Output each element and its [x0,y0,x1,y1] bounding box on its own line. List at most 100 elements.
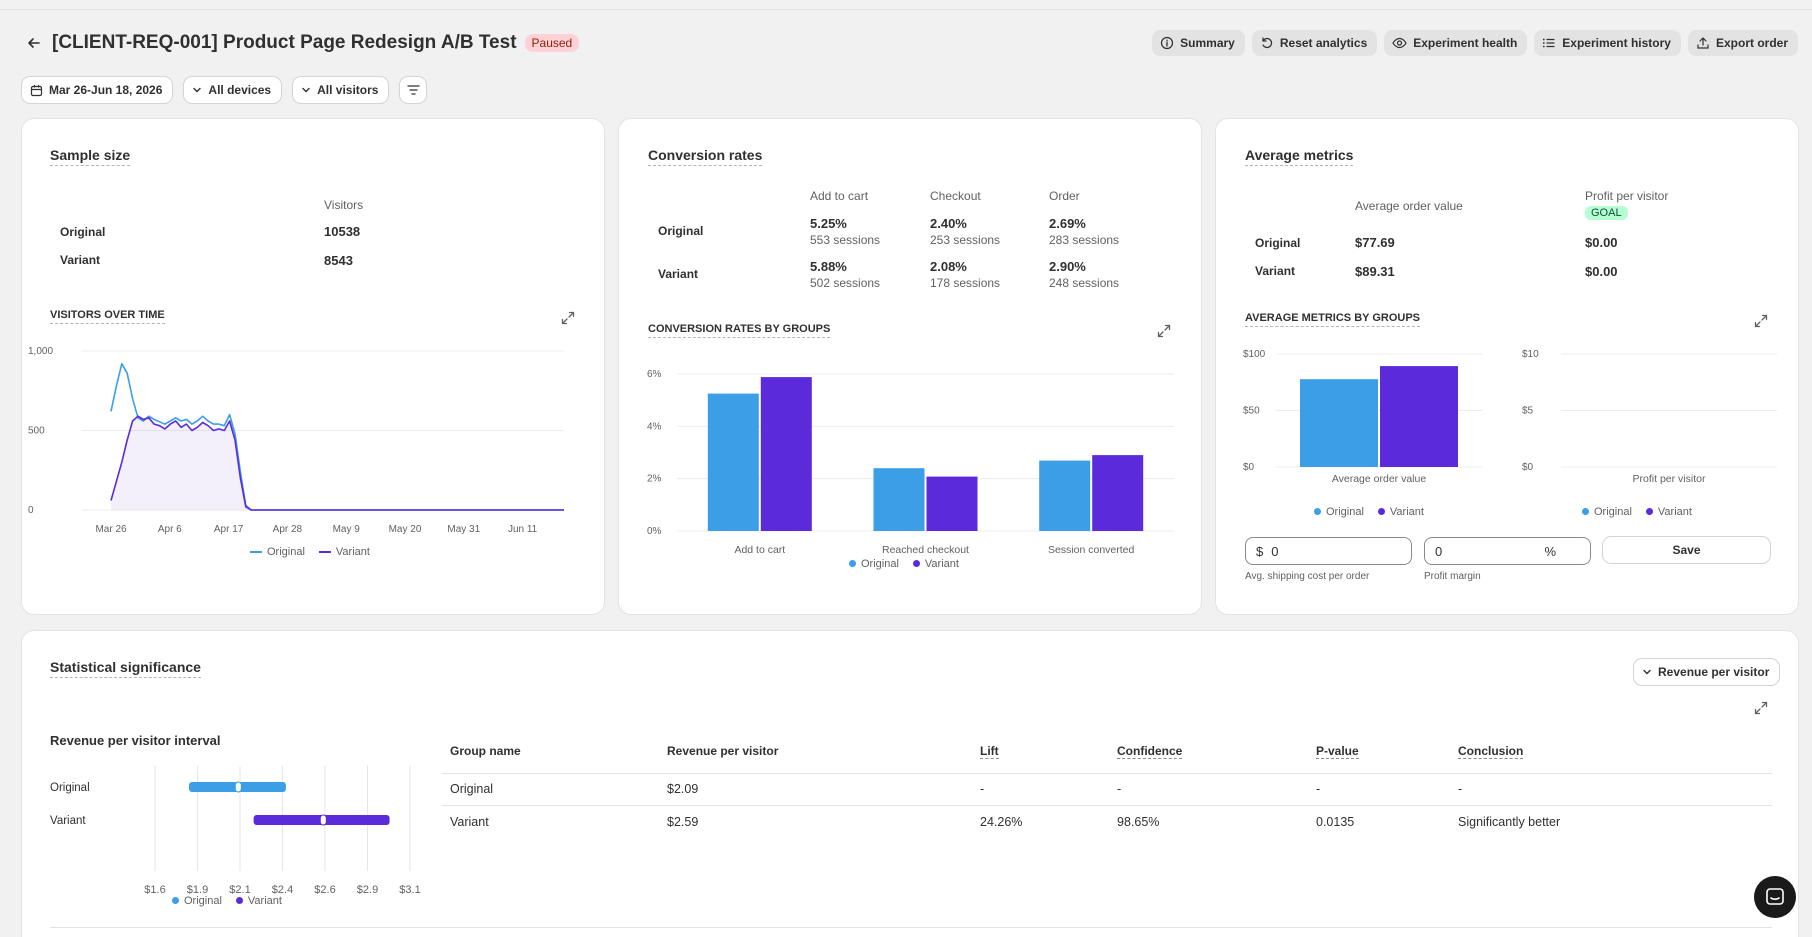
chat-icon [1766,888,1784,905]
x-tick-label: $1.9 [187,884,208,896]
bar-original [1039,460,1091,531]
reset-analytics-button[interactable]: Reset analytics [1251,30,1378,56]
x-tick-label: Mar 26 [95,524,127,535]
experiment-health-button[interactable]: Experiment health [1384,30,1528,56]
legend-variant: Variant [1377,506,1424,518]
avg-original-ppv: $0.00 [1585,235,1618,250]
filter-bar: Mar 26-Jun 18, 2026 All devices All visi… [22,77,427,103]
y-tick-label: 2% [647,474,662,485]
y-tick-label: 0% [647,526,662,537]
metric-dropdown[interactable]: Revenue per visitor [1634,659,1780,685]
list-icon [1543,38,1555,48]
avg-legend-2: Original Variant [1582,506,1692,518]
calendar-icon [30,84,43,96]
interval-mean-marker [234,781,242,793]
y-tick-label: 0 [28,505,34,516]
conversion-bar-chart: 6% 4% 2% 0% Add to cart Reached checkout Sessi… [647,369,1174,556]
y-tick-label: $5 [1522,406,1534,417]
expand-icon[interactable] [1753,700,1769,716]
col-revenue-per-visitor: Revenue per visitor [667,744,779,758]
bar-original [707,393,759,531]
info-icon [1161,36,1174,50]
sample-row-variant-label: Variant [60,253,101,267]
average-order-value-chart: $100 $50 $0 Average order value [1243,349,1482,484]
avg-variant-ppv: $0.00 [1585,264,1618,279]
col-lift[interactable]: Lift [980,744,999,759]
conv-variant-checkout-sessions: 178 sessions [930,276,1001,290]
legend-variant: Variant [1645,506,1692,518]
devices-dropdown[interactable]: All devices [184,77,282,103]
y-tick-label: $100 [1243,349,1266,360]
x-tick-label: Apr 17 [214,524,244,535]
filter-icon [407,85,420,95]
x-tick-label: Apr 28 [273,524,303,535]
visitors-line-chart: 1,000 500 0 Mar 26 Apr 6 Apr 17 Apr 28 May 9 May… [28,346,564,535]
profit-margin-value: 0 [1435,543,1443,559]
interval-title: Revenue per visitor interval [50,733,221,748]
x-tick-label: Session converted [1048,544,1135,556]
conv-variant-cart-rate: 5.88% [810,259,847,274]
interval-row-label: Variant [50,815,86,827]
filter-button[interactable] [400,77,427,103]
page-title: [CLIENT-REQ-001] Product Page Redesign A… [52,32,517,53]
col-p-value[interactable]: P-value [1316,744,1359,759]
export-order-button[interactable]: Export order [1687,30,1798,56]
conv-original-checkout-rate: 2.40% [930,216,967,231]
col-group-name: Group name [450,744,521,758]
header-actions: Summary Reset analytics Experiment healt… [1152,30,1798,56]
legend-variant: Variant [235,895,282,907]
series-line-variant [110,415,564,511]
profit-margin-input[interactable]: 0 % [1424,537,1591,565]
goal-badge: GOAL [1585,206,1628,220]
save-button[interactable]: Save [1603,537,1770,563]
bottom-divider [50,927,1772,928]
top-divider [0,9,1812,10]
expand-icon[interactable] [1156,323,1172,339]
x-tick-label: May 20 [389,524,422,535]
conv-row-variant-label: Variant [658,267,699,281]
conv-original-checkout-sessions: 253 sessions [930,233,1001,247]
y-tick-label: $10 [1522,349,1539,360]
x-tick-label: Average order value [1332,473,1427,484]
date-range-button[interactable]: Mar 26-Jun 18, 2026 [22,77,173,103]
x-tick-label: Reached checkout [882,544,969,556]
x-tick-label: $2.4 [272,884,293,896]
interval-legend: Original Variant [172,895,282,907]
conv-col-add-to-cart: Add to cart [810,189,869,203]
legend-original: Original [1582,506,1632,518]
col-conclusion[interactable]: Conclusion [1458,744,1524,759]
col-confidence[interactable]: Confidence [1117,744,1183,759]
x-tick-label: Profit per visitor [1633,473,1706,484]
conv-original-cart-sessions: 553 sessions [810,233,881,247]
visitors-dropdown[interactable]: All visitors [293,77,389,103]
shipping-cost-value: 0 [1271,543,1279,559]
expand-icon[interactable] [560,310,576,326]
x-tick-label: Add to cart [734,544,785,556]
y-tick-label: $50 [1243,406,1260,417]
shipping-cost-input[interactable]: $ 0 [1245,537,1412,565]
avg-col-aov: Average order value [1355,199,1463,213]
avg-variant-aov: $89.31 [1355,264,1395,279]
legend-variant: Variant [318,546,370,558]
expand-icon[interactable] [1753,313,1769,329]
legend-original: Original [172,895,222,907]
conv-col-checkout: Checkout [930,189,981,203]
bar-original [873,468,925,531]
interval-mean-marker [319,814,327,826]
sample-row-original-label: Original [60,225,106,239]
average-metrics-title: Average metrics [1245,147,1354,166]
conv-original-cart-rate: 5.25% [810,216,847,231]
average-metrics-card: Average metrics Average order value Prof… [1216,119,1798,614]
legend-original: Original [250,546,305,558]
statistical-significance-title: Statistical significance [50,659,201,678]
summary-button[interactable]: Summary [1152,30,1245,56]
series-area-variant [111,416,564,510]
chat-launcher-button[interactable] [1754,876,1796,918]
experiment-history-button[interactable]: Experiment history [1534,30,1681,56]
sample-size-title: Sample size [50,147,131,166]
legend-original: Original [849,558,899,570]
bar-variant [926,476,978,531]
conv-original-order-sessions: 283 sessions [1049,233,1120,247]
conv-variant-cart-sessions: 502 sessions [810,276,881,290]
back-button[interactable] [22,31,46,55]
